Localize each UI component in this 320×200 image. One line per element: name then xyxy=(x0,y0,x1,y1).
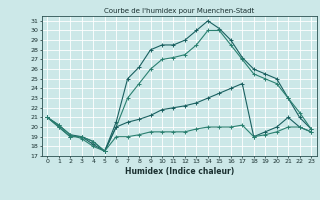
X-axis label: Humidex (Indice chaleur): Humidex (Indice chaleur) xyxy=(124,167,234,176)
Title: Courbe de l'humidex pour Muenchen-Stadt: Courbe de l'humidex pour Muenchen-Stadt xyxy=(104,8,254,14)
